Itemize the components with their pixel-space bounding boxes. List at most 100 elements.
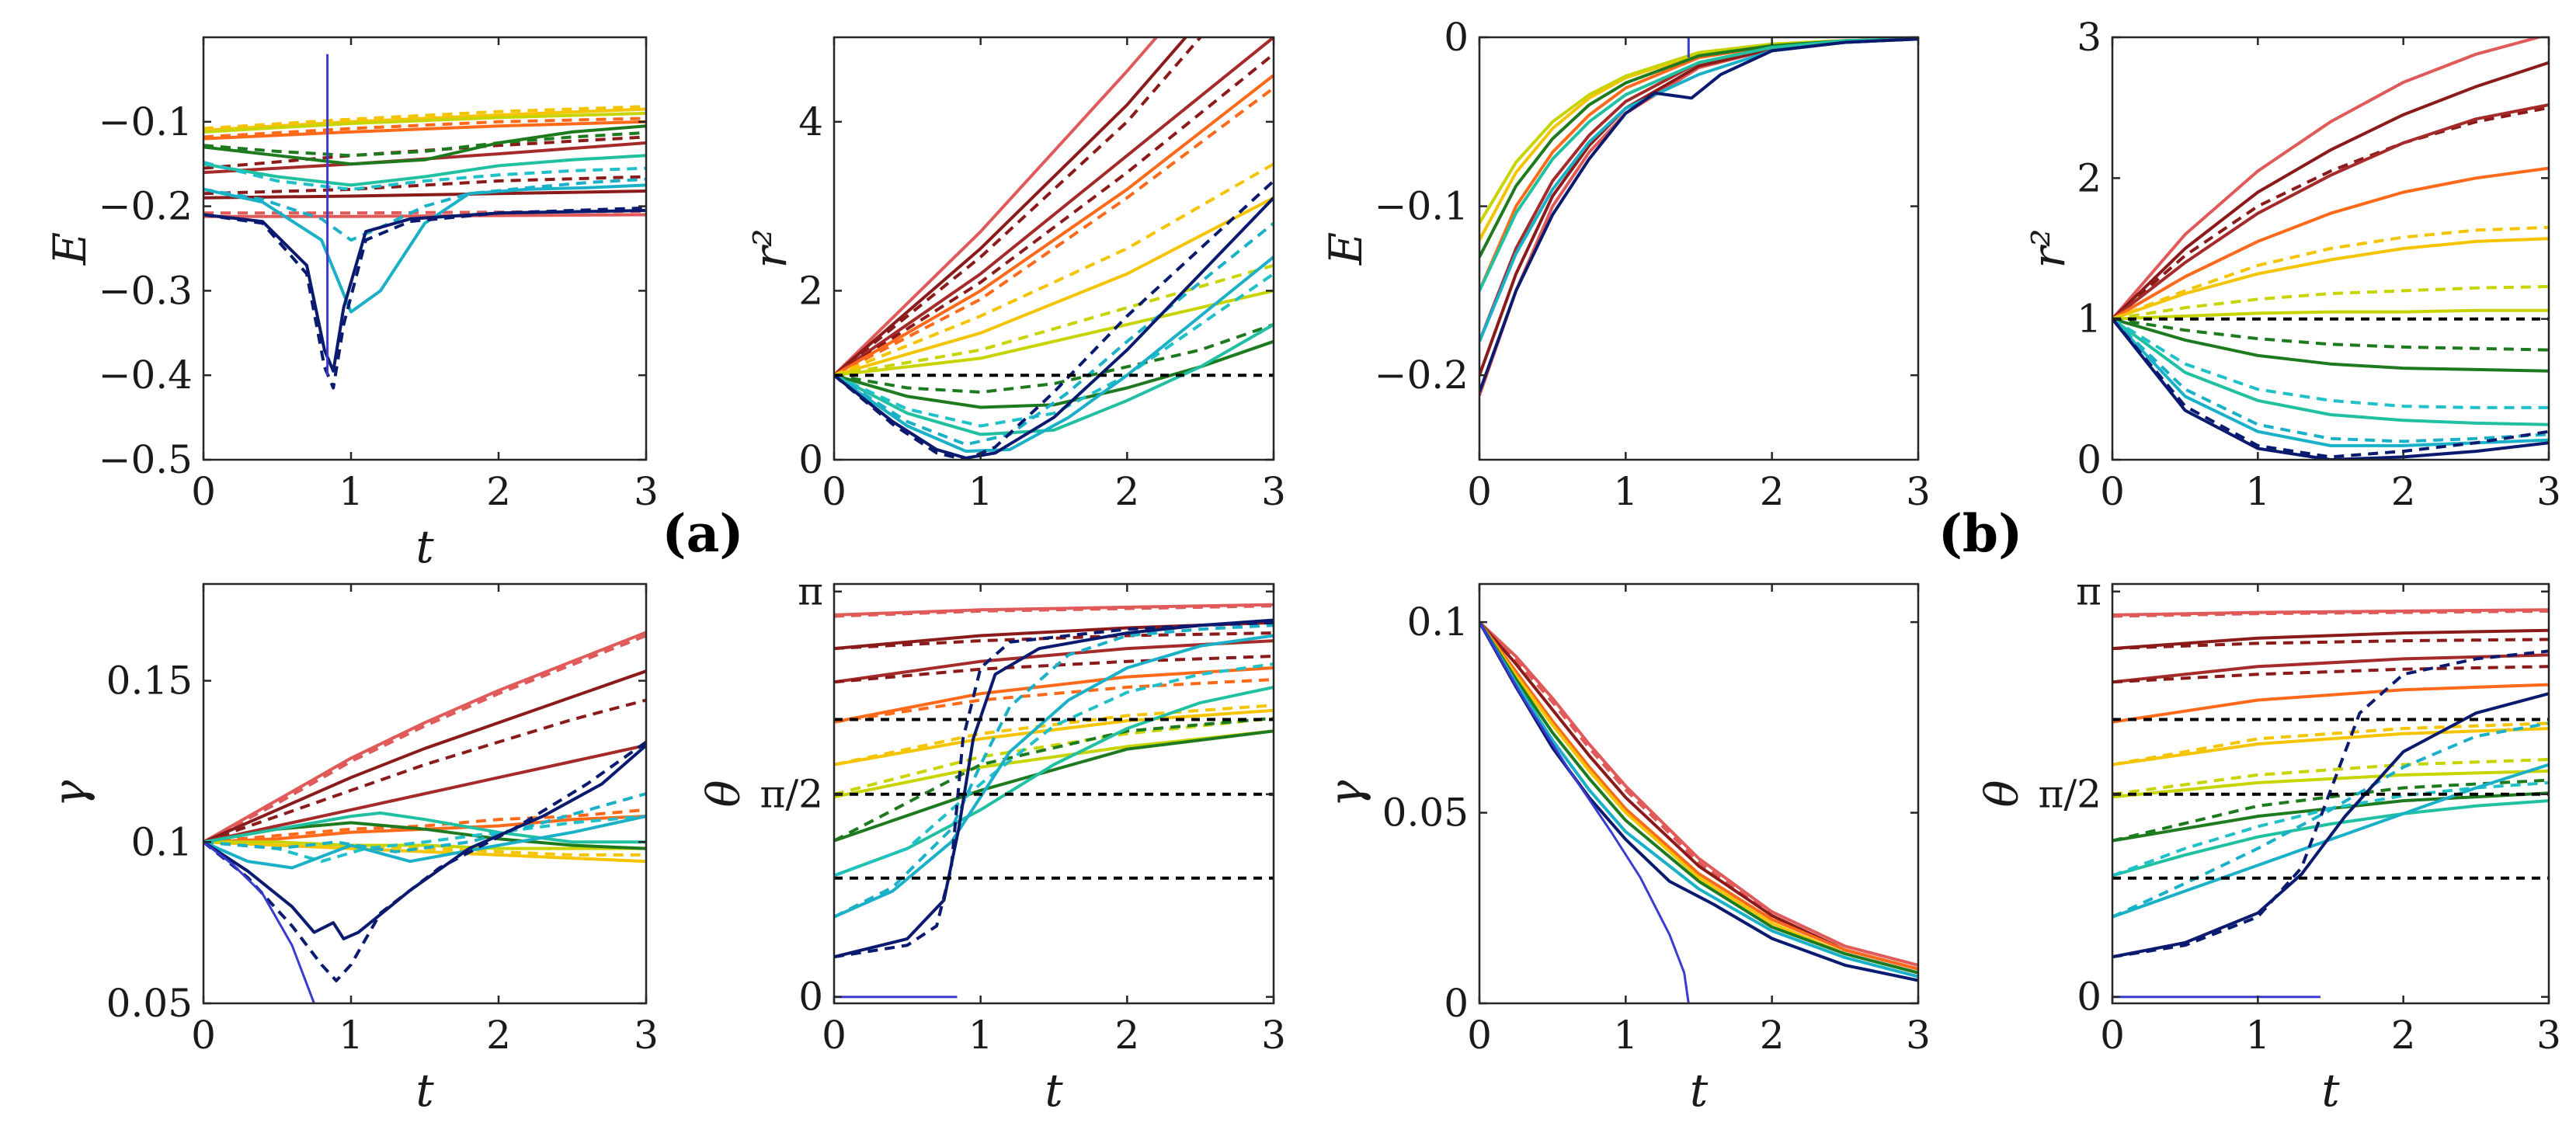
series-s7-ref: [834, 323, 1274, 394]
series-s9: [834, 255, 1274, 454]
chart-a-theta: 0 1 2 3 0 π/2 π t θ: [697, 569, 1286, 1117]
series-s9: [203, 183, 646, 314]
series-s1: [203, 213, 646, 218]
x-tick-label: 1: [2245, 1013, 2270, 1058]
x-tick-label: 3: [634, 1013, 659, 1058]
series-s2-ref: [2112, 106, 2549, 321]
x-tick-label: 1: [1613, 469, 1638, 514]
y-axis-label: E: [43, 232, 96, 266]
series-s10: [834, 196, 1274, 460]
series-s2: [203, 189, 646, 200]
chart-b-r2: 0 1 2 3 0 1 2 3 r²: [2022, 15, 2561, 514]
x-tick-label: 3: [1906, 469, 1931, 514]
series-s6: [834, 289, 1274, 377]
series-s10: [1479, 37, 1918, 393]
y-axis-label: E: [1319, 232, 1372, 266]
series-s10: [834, 618, 1274, 959]
series-s6-ref: [834, 263, 1274, 377]
series-s9-ref: [834, 221, 1274, 447]
y-tick-label: 0: [2077, 437, 2101, 482]
y-tick-label: π: [798, 569, 823, 614]
y-tick-label: 0: [1444, 981, 1469, 1026]
series-s5: [203, 107, 646, 132]
series-s4: [203, 120, 646, 141]
x-tick-label: 0: [2100, 469, 2125, 514]
series-collapse: [203, 841, 315, 1003]
series-s5: [834, 708, 1274, 766]
series-s2-ref: [2112, 638, 2549, 651]
series-s8: [834, 323, 1274, 436]
panel-label-b: (b): [1938, 503, 2023, 564]
series-s10: [2112, 692, 2549, 959]
series-s7: [2112, 317, 2549, 373]
series-s9-ref: [2112, 721, 2549, 919]
y-tick-label: 2: [798, 268, 823, 313]
axes-frame: [833, 36, 1275, 461]
series-s4-ref: [834, 678, 1274, 724]
series-s9-ref: [203, 177, 646, 242]
x-tick-label: 2: [1760, 469, 1785, 514]
series-s2-ref: [834, 37, 1202, 377]
x-axis-label: t: [1690, 1064, 1709, 1117]
series-s5: [834, 196, 1274, 377]
panel-label-a: (a): [662, 503, 743, 564]
series-s8: [203, 154, 646, 187]
y-tick-label: −0.2: [99, 184, 193, 229]
series-s7: [834, 729, 1274, 843]
series-s5-ref: [203, 840, 646, 857]
x-axis-label: t: [415, 1064, 434, 1117]
series-s3-ref: [203, 135, 646, 170]
axes-frame: [202, 582, 648, 1005]
series-s8-ref: [203, 815, 646, 864]
series-s3: [2112, 653, 2549, 684]
y-tick-label: −0.4: [99, 353, 193, 398]
series-s1-ref: [834, 604, 1274, 618]
y-tick-label: 0: [798, 437, 823, 482]
series-s4: [2112, 166, 2549, 321]
series-s6: [2112, 308, 2549, 321]
y-tick-label: π/2: [2038, 772, 2101, 817]
x-tick-label: 1: [1613, 1013, 1638, 1058]
series-s8-ref: [203, 161, 646, 191]
y-tick-label: 2: [2077, 155, 2101, 200]
series-s1: [203, 631, 646, 844]
y-tick-label: 0.1: [130, 819, 193, 864]
y-tick-label: −0.3: [99, 268, 193, 313]
series-s9-ref: [2112, 318, 2549, 443]
y-axis-label: r²: [744, 229, 797, 269]
series-s2-ref: [203, 175, 646, 196]
series-s5-ref: [2112, 225, 2549, 321]
series-s10-ref: [834, 179, 1274, 460]
series-s4: [834, 74, 1274, 377]
x-tick-label: 2: [486, 1013, 511, 1058]
series-collapse: [1479, 621, 1690, 1003]
series-s6-ref: [834, 716, 1274, 796]
y-tick-label: −0.1: [99, 99, 193, 144]
x-tick-label: 2: [1760, 1013, 1785, 1058]
x-tick-label: 1: [968, 1013, 993, 1058]
x-tick-label: 2: [2391, 469, 2416, 514]
chart-a-E: 0 1 2 3 −0.5 −0.4 −0.3 −0.2 −0.1 t E: [43, 36, 659, 573]
series-s5: [2112, 237, 2549, 321]
series-s3-ref: [2112, 665, 2549, 684]
series-s8: [1479, 37, 1918, 292]
x-axis-label: t: [2321, 1064, 2340, 1117]
chart-a-r2: 0 1 2 3 0 2 4 r²: [744, 36, 1286, 514]
series-s2-ref: [834, 631, 1274, 651]
series-s6-ref: [2112, 758, 2549, 796]
axes-frame: [1478, 36, 1920, 461]
plot-area: [1479, 37, 1918, 460]
series-s8-ref: [834, 272, 1274, 428]
series-s5: [2112, 727, 2549, 766]
x-tick-label: 1: [2245, 469, 2270, 514]
x-tick-label: 0: [191, 1013, 216, 1058]
series-s9: [1479, 621, 1918, 978]
series-s1-ref: [2112, 609, 2549, 618]
series-s2: [203, 669, 646, 844]
series-s1: [1479, 620, 1918, 967]
series-s2: [2112, 61, 2549, 321]
series-s5-ref: [2112, 721, 2549, 766]
series-s9-ref: [834, 624, 1274, 919]
series-s7-ref: [2112, 778, 2549, 843]
y-axis-label: γ: [1319, 780, 1372, 807]
